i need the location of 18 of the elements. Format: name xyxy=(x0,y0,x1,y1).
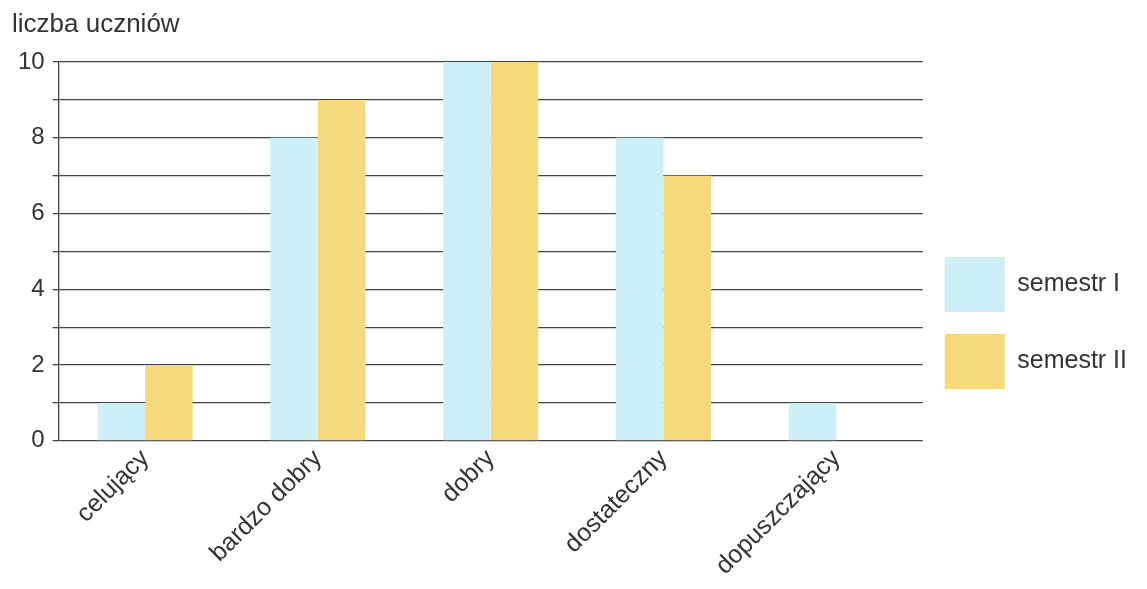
y-axis-title: liczba uczniów xyxy=(12,8,180,39)
y-tick-label: 0 xyxy=(31,425,45,453)
y-tick-label: 10 xyxy=(17,46,45,74)
bar xyxy=(317,99,366,441)
bar xyxy=(663,175,712,441)
bar xyxy=(788,402,837,441)
y-tick-label: 2 xyxy=(31,349,45,377)
y-tick-label: 6 xyxy=(31,198,45,226)
bar xyxy=(443,62,491,441)
legend-label: semestr I xyxy=(1017,268,1121,297)
bar xyxy=(616,137,664,441)
bar xyxy=(145,365,193,441)
bar xyxy=(97,402,146,441)
legend-label: semestr II xyxy=(1017,345,1128,374)
bar xyxy=(490,62,539,441)
y-tick-label: 4 xyxy=(31,273,45,301)
bar xyxy=(270,137,318,441)
y-tick-label: 8 xyxy=(31,122,45,150)
